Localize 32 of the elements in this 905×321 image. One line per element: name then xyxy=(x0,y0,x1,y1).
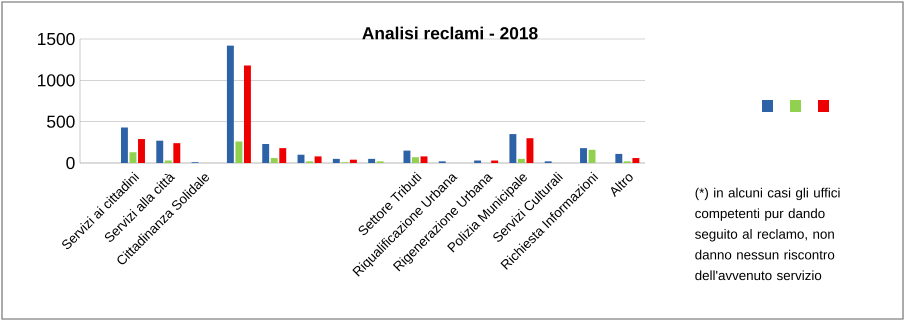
bar xyxy=(518,158,525,163)
bar xyxy=(526,138,534,163)
bar xyxy=(279,148,286,163)
bar xyxy=(420,156,428,163)
bar xyxy=(632,158,640,163)
bar xyxy=(130,152,136,163)
y-tick-label: 1000 xyxy=(38,74,75,86)
bar xyxy=(173,143,180,163)
text: (*) in alcuni casi gli uffici competenti pur dando seguito al reclamo, non danno nessun riscontro dell'avvenuto servizio xyxy=(695,188,840,280)
bar xyxy=(298,154,304,163)
bar xyxy=(226,46,234,163)
bar xyxy=(615,154,622,163)
bar xyxy=(235,142,242,163)
bar xyxy=(368,158,376,163)
bar xyxy=(580,148,587,163)
bar xyxy=(403,150,410,163)
bar xyxy=(244,65,251,163)
bar xyxy=(588,150,596,163)
bar xyxy=(412,157,419,163)
bar xyxy=(262,144,270,163)
bar xyxy=(120,127,128,163)
chart-title: Analisi reclami - 2018 xyxy=(362,26,538,40)
bar xyxy=(156,140,164,163)
bar xyxy=(509,134,516,163)
y-tick-label: 500 xyxy=(47,116,75,128)
bar xyxy=(270,158,278,163)
bar xyxy=(138,139,145,163)
y-tick-label: 0 xyxy=(66,156,75,170)
bar xyxy=(350,160,357,163)
bar xyxy=(332,158,340,163)
bar xyxy=(314,156,322,163)
y-tick-label: 1500 xyxy=(38,32,75,46)
